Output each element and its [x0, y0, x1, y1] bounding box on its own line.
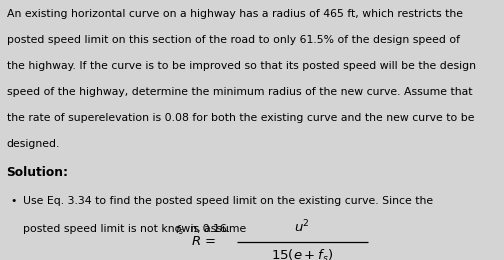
- Text: Solution:: Solution:: [7, 166, 69, 179]
- Text: Use Eq. 3.34 to find the posted speed limit on the existing curve. Since the: Use Eq. 3.34 to find the posted speed li…: [23, 196, 433, 206]
- Text: An existing horizontal curve on a highway has a radius of 465 ft, which restrict: An existing horizontal curve on a highwa…: [7, 9, 463, 19]
- Text: $u^2$: $u^2$: [294, 219, 310, 236]
- Text: posted speed limit on this section of the road to only 61.5% of the design speed: posted speed limit on this section of th…: [7, 35, 460, 45]
- Text: $R\, =$: $R\, =$: [191, 235, 217, 248]
- Text: $15(e + f_s)$: $15(e + f_s)$: [271, 248, 334, 260]
- Text: is 0.16.: is 0.16.: [187, 224, 230, 233]
- Text: designed.: designed.: [7, 139, 60, 149]
- Text: posted speed limit is not known, assume: posted speed limit is not known, assume: [23, 224, 249, 233]
- Text: the highway. If the curve is to be improved so that its posted speed will be the: the highway. If the curve is to be impro…: [7, 61, 476, 71]
- Text: •: •: [11, 196, 17, 206]
- Text: the rate of superelevation is 0.08 for both the existing curve and the new curve: the rate of superelevation is 0.08 for b…: [7, 113, 474, 123]
- Text: speed of the highway, determine the minimum radius of the new curve. Assume that: speed of the highway, determine the mini…: [7, 87, 472, 97]
- Text: $f_s$: $f_s$: [175, 224, 185, 237]
